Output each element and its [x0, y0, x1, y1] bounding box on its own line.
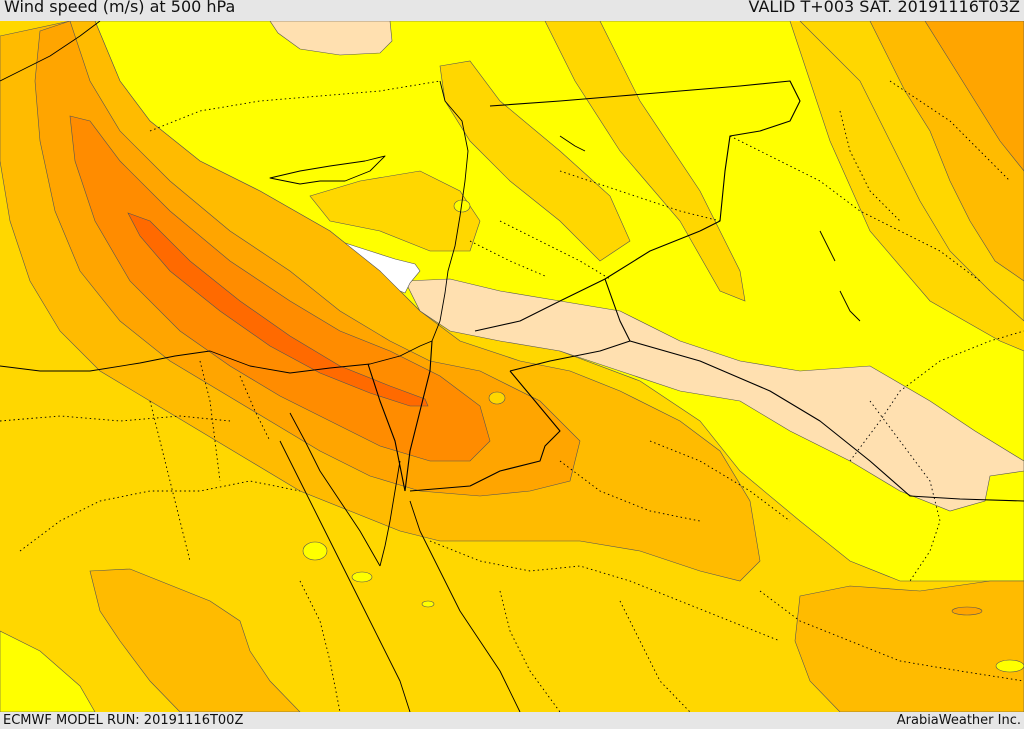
field-orange-dark	[127, 212, 429, 407]
field-gold-patch-2	[439, 60, 631, 262]
field-orange-light	[34, 21, 581, 497]
field-patch-small-6	[995, 659, 1024, 673]
credit: ArabiaWeather Inc.	[896, 713, 1021, 728]
map-footer: ECMWF MODEL RUN: 20191116T00Z ArabiaWeat…	[0, 712, 1024, 729]
wind-speed-map[interactable]	[0, 21, 1024, 712]
map-title: Wind speed (m/s) at 500 hPa	[4, 0, 236, 16]
map-header: Wind speed (m/s) at 500 hPa VALID T+003 …	[0, 0, 1024, 21]
coastlines	[0, 21, 861, 712]
field-gold-patch-1	[309, 170, 481, 252]
field-light-north	[269, 21, 393, 56]
field-patch-small-2	[302, 541, 328, 561]
field-patch-small-3	[351, 571, 373, 583]
provincial-borders	[0, 80, 1024, 712]
field-patch-small-1	[488, 391, 506, 405]
field-amber-southwest	[89, 568, 301, 712]
valid-time: VALID T+003 SAT. 20191116T03Z	[748, 0, 1020, 16]
field-orange	[69, 115, 491, 462]
map-canvas	[0, 21, 1024, 712]
national-borders	[367, 80, 1024, 502]
field-amber-southeast	[794, 580, 1024, 712]
field-patch-small-5	[951, 606, 983, 616]
field-yellow-southwest	[0, 630, 96, 712]
model-run: ECMWF MODEL RUN: 20191116T00Z	[3, 713, 244, 728]
field-patch-small-4	[421, 600, 435, 608]
field-orange-east	[924, 21, 1024, 172]
field-light-band	[404, 278, 1024, 512]
field-gold-patch-3	[544, 21, 746, 302]
